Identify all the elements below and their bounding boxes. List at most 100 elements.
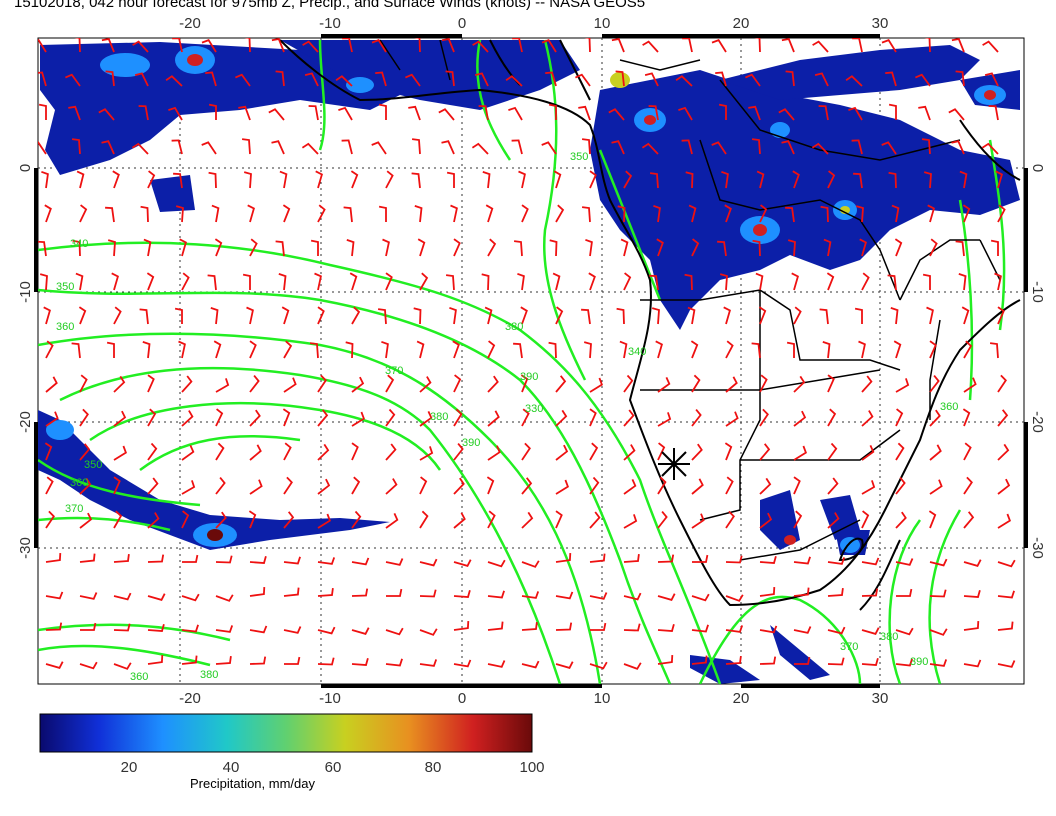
wind-barb bbox=[75, 272, 84, 291]
wind-barb bbox=[351, 557, 370, 566]
wind-barb bbox=[990, 239, 999, 256]
wind-barb bbox=[249, 625, 268, 634]
wind-barb bbox=[45, 411, 59, 427]
top-tick-label: -20 bbox=[179, 15, 201, 32]
wind-barb bbox=[793, 410, 807, 427]
bottom-lon-ticks: -20 -10 0 10 20 30 bbox=[179, 690, 888, 707]
wind-barb bbox=[39, 273, 48, 291]
wind-barb bbox=[181, 593, 200, 602]
wind-barb bbox=[346, 239, 355, 257]
wind-barb bbox=[785, 206, 795, 223]
wind-barb bbox=[718, 103, 727, 120]
wind-barb bbox=[371, 38, 387, 53]
wind-barb bbox=[895, 558, 914, 566]
wind-barb bbox=[861, 375, 873, 393]
wind-barb bbox=[181, 655, 198, 665]
wind-barb bbox=[487, 445, 501, 461]
wind-barb bbox=[416, 340, 425, 359]
wind-barb bbox=[951, 140, 965, 155]
wind-barb bbox=[208, 171, 217, 189]
wind-barb bbox=[343, 206, 353, 223]
wind-barb bbox=[138, 105, 149, 121]
contour-label: 390 bbox=[520, 371, 538, 383]
wind-barb bbox=[951, 38, 965, 53]
wind-barb bbox=[113, 445, 128, 461]
wind-barb bbox=[541, 38, 557, 53]
wind-barb bbox=[887, 274, 897, 291]
wind-barb bbox=[215, 511, 227, 529]
wind-barb bbox=[147, 408, 157, 427]
wind-barb bbox=[79, 661, 98, 670]
wind-barb bbox=[995, 170, 1003, 189]
wind-barb bbox=[929, 444, 942, 461]
wind-barb bbox=[317, 557, 336, 565]
wind-barb bbox=[351, 476, 361, 495]
wind-barb bbox=[958, 273, 967, 291]
wind-barb bbox=[140, 205, 149, 223]
wind-barb bbox=[72, 239, 81, 257]
wind-barb bbox=[754, 38, 761, 53]
wind-barb bbox=[929, 659, 948, 667]
wind-barb bbox=[146, 272, 155, 291]
wind-barb bbox=[927, 204, 935, 223]
wind-barb bbox=[419, 659, 438, 667]
wind-barb bbox=[521, 442, 531, 461]
wind-barb bbox=[249, 375, 260, 393]
wind-barb bbox=[453, 477, 465, 495]
wind-barb bbox=[249, 238, 258, 257]
wind-barb bbox=[106, 341, 115, 358]
wind-barb bbox=[997, 478, 1011, 495]
wind-barb bbox=[657, 593, 676, 601]
wind-barb bbox=[623, 662, 642, 670]
wind-barb bbox=[378, 205, 387, 222]
wind-barb bbox=[685, 171, 694, 189]
wind-barb bbox=[823, 238, 832, 257]
contour-label: 360 bbox=[70, 477, 88, 489]
wind-barb bbox=[283, 377, 297, 393]
wind-barb bbox=[147, 477, 159, 495]
wind-barb bbox=[893, 340, 902, 359]
wind-barb bbox=[885, 71, 897, 87]
wind-barb bbox=[419, 376, 432, 393]
wind-barb bbox=[453, 443, 464, 461]
wind-barb bbox=[45, 510, 55, 529]
wind-barb bbox=[655, 340, 663, 359]
wind-barb bbox=[855, 205, 864, 223]
wind-barb bbox=[623, 479, 637, 495]
wind-barb bbox=[651, 307, 660, 325]
wind-barb bbox=[521, 511, 534, 529]
wind-barb bbox=[172, 38, 183, 53]
wind-barb bbox=[997, 306, 1005, 325]
wind-barb bbox=[249, 409, 261, 427]
wind-barb bbox=[484, 306, 493, 325]
wind-barb bbox=[112, 170, 120, 189]
wind-barb bbox=[453, 408, 463, 427]
wind-barb bbox=[615, 70, 625, 87]
wind-barb bbox=[414, 38, 421, 53]
wind-barb bbox=[411, 138, 421, 155]
wind-barb bbox=[894, 238, 903, 257]
wind-barb bbox=[521, 408, 530, 427]
wind-barb bbox=[317, 587, 334, 597]
wind-barb bbox=[585, 238, 593, 257]
wind-barb bbox=[419, 628, 438, 636]
wind-barb bbox=[997, 374, 1007, 393]
wind-barb bbox=[419, 272, 429, 291]
wind-barb bbox=[642, 40, 659, 53]
wind-barb bbox=[45, 476, 54, 495]
wind-barb bbox=[692, 554, 709, 563]
top-tick-label: 0 bbox=[458, 15, 466, 32]
wind-barb bbox=[279, 170, 288, 189]
left-lat-ticks: 0 -10 -20 -30 bbox=[17, 164, 34, 559]
wind-barb bbox=[249, 587, 266, 597]
wind-barb bbox=[275, 240, 285, 257]
wind-barb bbox=[791, 272, 799, 291]
wind-barb bbox=[656, 238, 664, 257]
wind-barb bbox=[583, 341, 592, 359]
wind-barb bbox=[487, 590, 505, 599]
wind-barb bbox=[80, 622, 97, 631]
wind-barb bbox=[175, 205, 184, 223]
wind-barb bbox=[481, 273, 490, 291]
colorbar-label: Precipitation, mm/day bbox=[190, 776, 315, 791]
wind-barb bbox=[929, 375, 940, 393]
